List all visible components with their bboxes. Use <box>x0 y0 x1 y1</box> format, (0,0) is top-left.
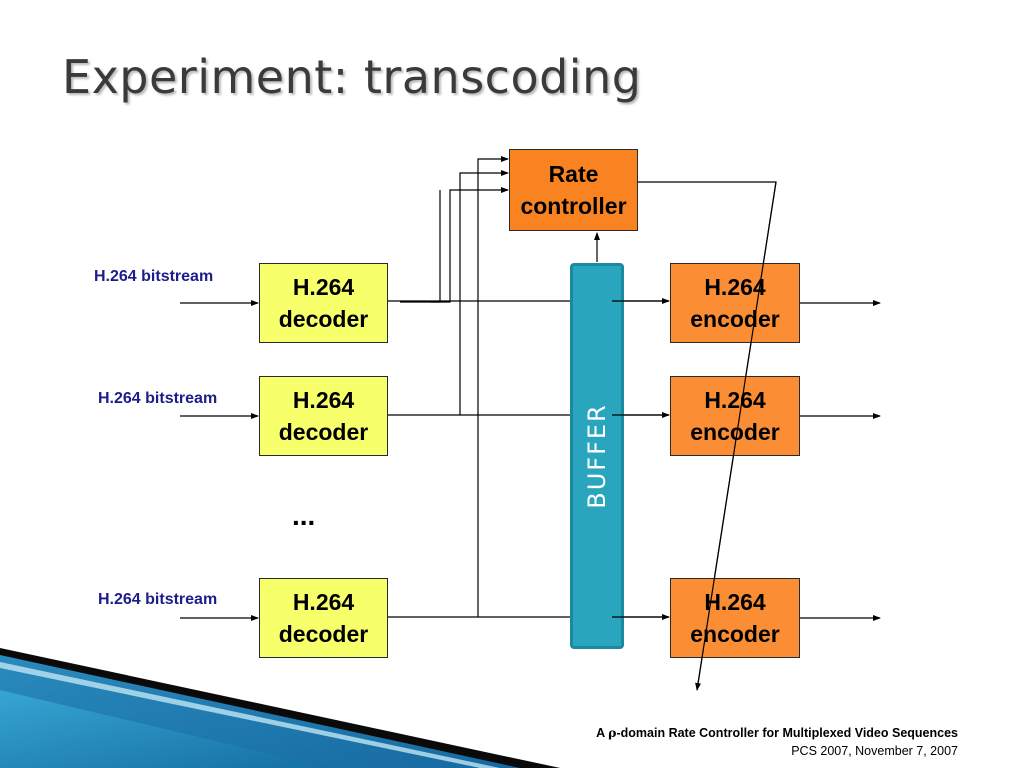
encoder-label-line1: H.264 <box>704 387 766 413</box>
page-title: Experiment: transcoding <box>62 50 642 104</box>
decoder-label-line1: H.264 <box>292 387 355 413</box>
feedback-line-1b <box>430 190 441 303</box>
footer: A ρ-domain Rate Controller for Multiplex… <box>596 724 958 760</box>
feedback-line-1 <box>400 187 509 303</box>
footer-suffix: -domain Rate Controller for Multiplexed … <box>616 726 959 740</box>
decoder-label-line2: decoder <box>278 621 369 647</box>
decoder-box-1: H.264 decoder <box>259 263 388 343</box>
input-label-2: H.264 bitstream <box>98 390 218 407</box>
input-label-3: H.264 bitstream <box>98 591 218 608</box>
buffer-box: BUFFER <box>570 263 624 649</box>
decoder-box-2: H.264 decoder <box>259 376 388 456</box>
rho-symbol: ρ <box>608 725 617 740</box>
encoder-label-line1: H.264 <box>704 274 766 300</box>
feedback-line-2 <box>459 170 509 415</box>
feedback-line-3 <box>477 156 509 617</box>
footer-line2: PCS 2007, November 7, 2007 <box>791 744 958 758</box>
decoder-label-line1: H.264 <box>292 589 355 615</box>
encoder-label-line2: encoder <box>690 306 780 332</box>
rate-controller-line2: controller <box>520 193 627 219</box>
footer-prefix: A <box>596 726 609 740</box>
ellipsis: ... <box>292 500 316 531</box>
rate-controller-line1: Rate <box>548 161 599 187</box>
encoder-box-1: H.264 encoder <box>670 263 800 343</box>
input-label-1: H.264 bitstream <box>94 268 214 285</box>
control-line-over-encoders <box>696 181 777 691</box>
encoder-label-line2: encoder <box>690 419 780 445</box>
encoder-label-line1: H.264 <box>704 589 766 615</box>
decoder-label-line2: decoder <box>278 419 369 445</box>
decoder-box-3: H.264 decoder <box>259 578 388 658</box>
footer-line1: A ρ-domain Rate Controller for Multiplex… <box>596 724 958 742</box>
rate-controller-box: Rate controller <box>509 149 638 231</box>
decoder-label-line1: H.264 <box>292 274 355 300</box>
decoder-label-line2: decoder <box>278 306 369 332</box>
